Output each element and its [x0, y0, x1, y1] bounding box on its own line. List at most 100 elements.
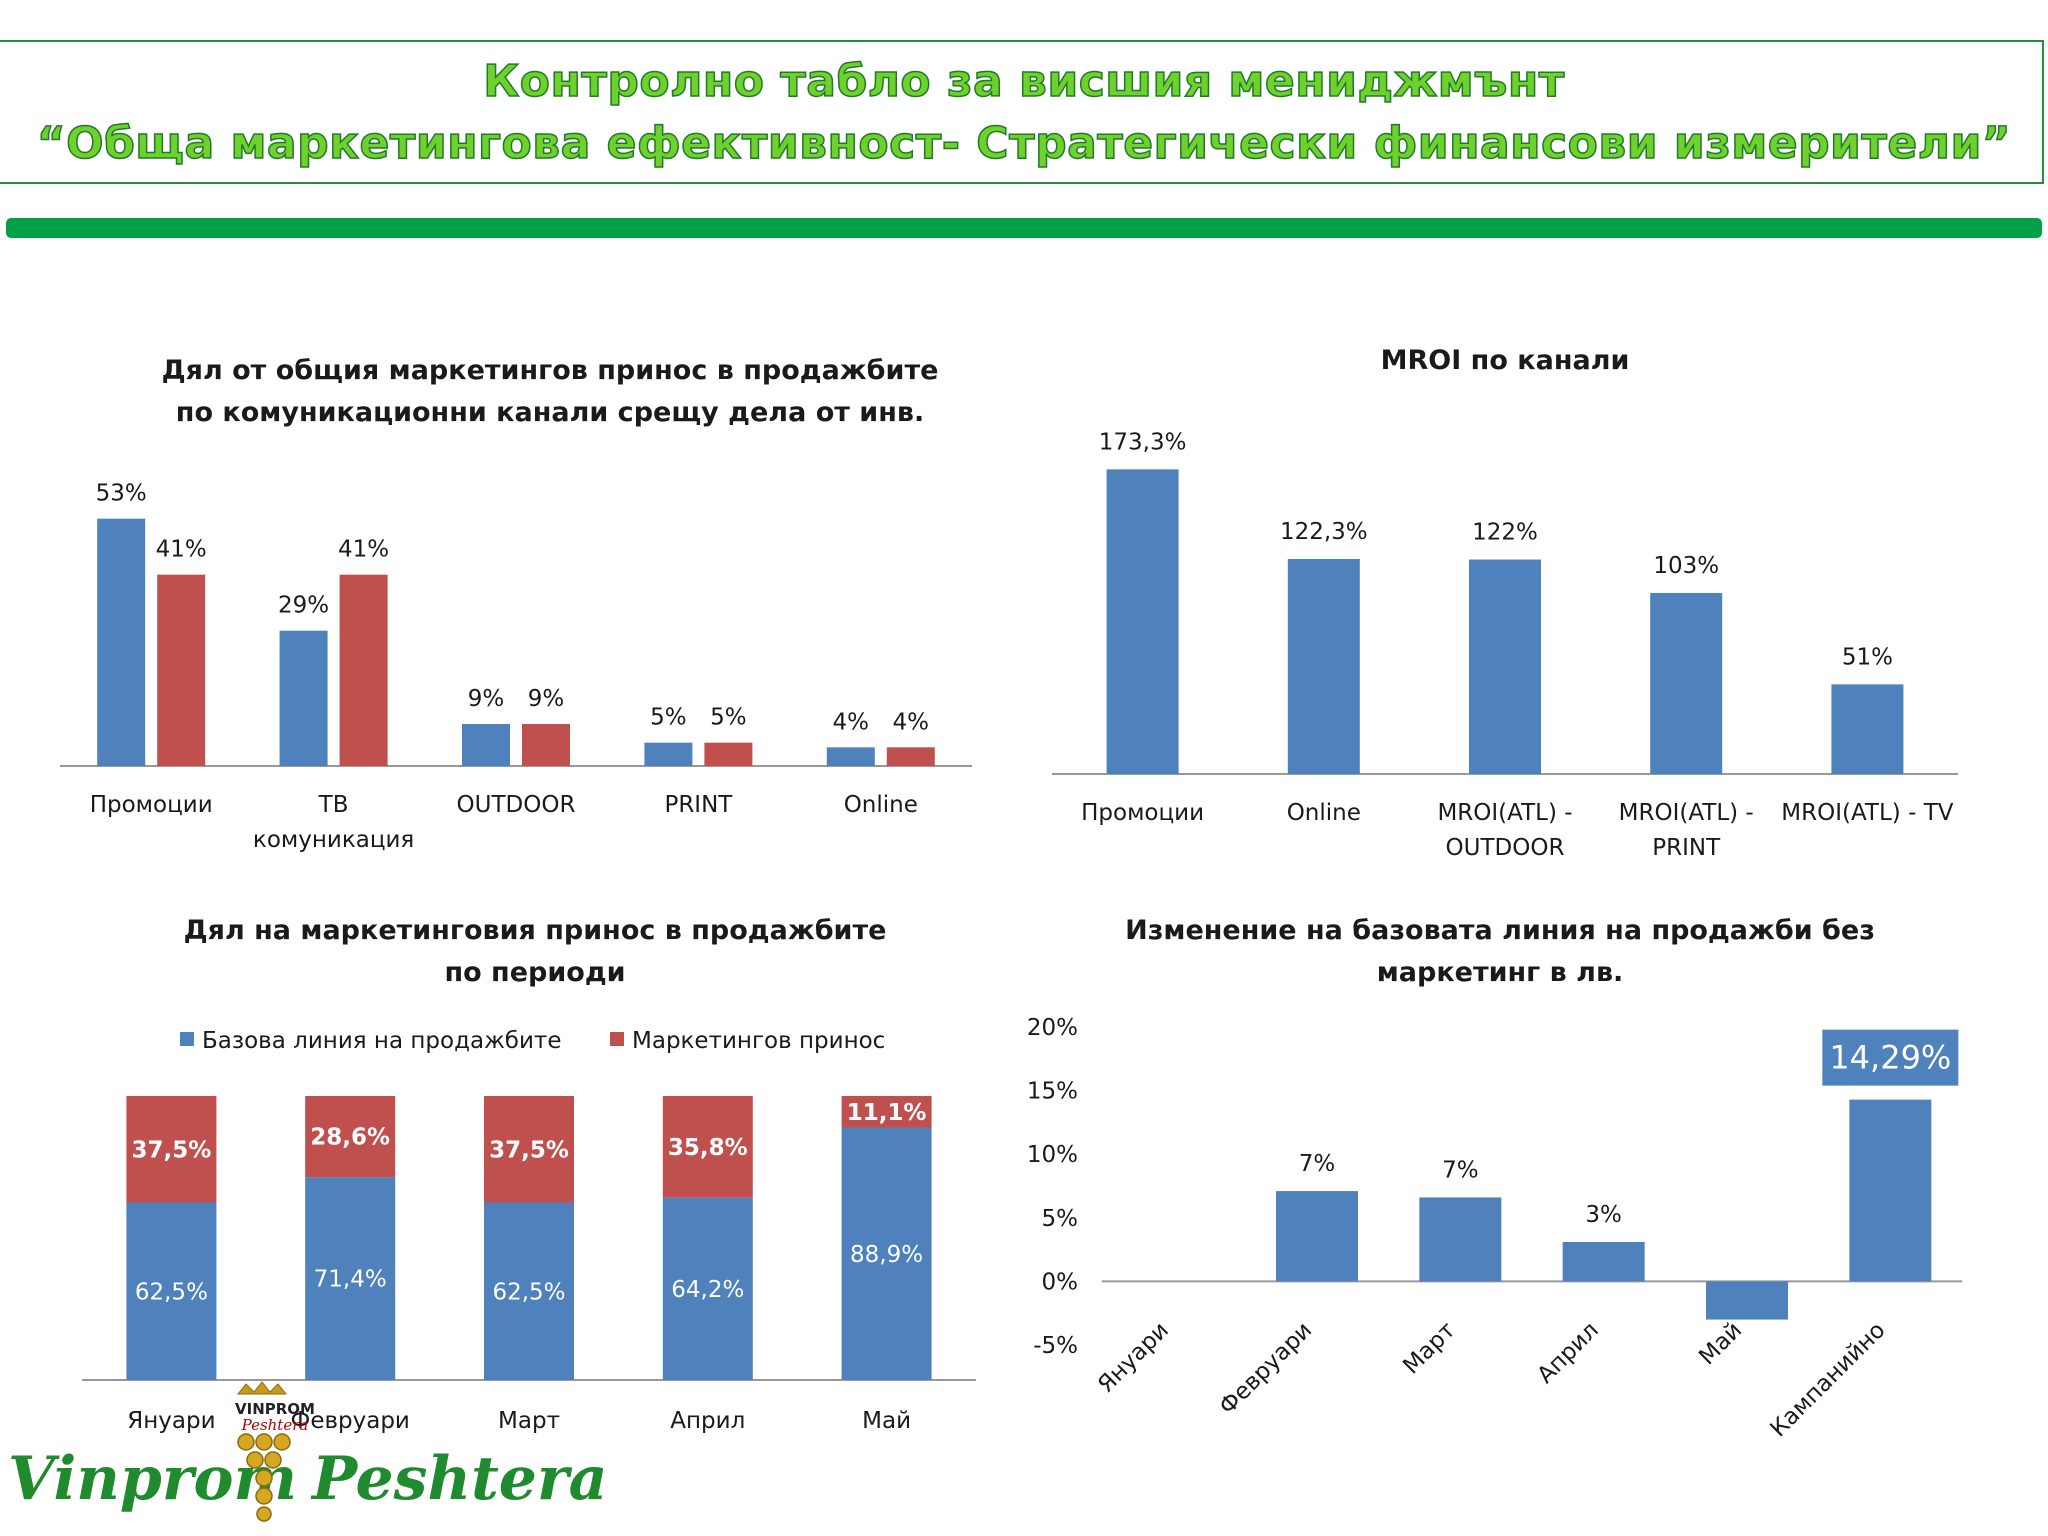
chart4-data-label: 3%	[1585, 1202, 1622, 1228]
chart4-data-label: 7%	[1442, 1157, 1479, 1183]
chart4-bar	[1562, 1241, 1645, 1282]
header-box	[0, 40, 2044, 184]
chart3-bar-segment	[126, 1202, 217, 1380]
chart1-x-tick-label: Промоции	[90, 792, 213, 818]
chart4-bar	[1706, 1281, 1788, 1320]
chart3-data-label: 62,5%	[492, 1279, 565, 1305]
chart4-x-tick-label: Февруари	[1214, 1317, 1317, 1420]
chart1-bar	[157, 574, 206, 766]
chart2-x-tick-label: Online	[1287, 800, 1361, 826]
dashboard-subtitle: “Обща маркетингова ефективност- Стратеги…	[36, 117, 2012, 170]
chart1-data-label: 9%	[528, 686, 565, 712]
chart3-legend-label: Базова линия на продажбите	[202, 1028, 561, 1054]
chart3-title-line2: по периоди	[444, 957, 626, 988]
chart2-x-tick-label: MROI(ATL) - TV	[1781, 800, 1953, 826]
grape-emblem-icon	[236, 1381, 291, 1522]
chart2-bar	[1469, 559, 1541, 774]
chart1-data-label: 5%	[710, 705, 747, 731]
chart3-title-line1: Дял на маркетинговия принос в продажбите	[183, 915, 887, 946]
chart4-y-tick-label: -5%	[1033, 1333, 1078, 1359]
chart3-data-label: 35,8%	[668, 1135, 748, 1161]
chart4-title-line2: маркетинг в лв.	[1376, 957, 1624, 988]
dashboard-title: Контролно табло за висшия мениджмънт	[483, 55, 1565, 108]
chart4-y-tick-label: 0%	[1042, 1269, 1079, 1295]
chart3-x-tick-label: Март	[498, 1408, 560, 1434]
chart2-data-label: 103%	[1653, 553, 1719, 579]
chart3-bar-segment	[662, 1197, 753, 1380]
chart4-y-tick-label: 5%	[1042, 1206, 1079, 1232]
chart3-x-tick-label: Януари	[127, 1408, 215, 1434]
company-logo: Vinprom Peshtera VINPROM Peshtera	[0, 1381, 607, 1536]
chart3-data-label: 28,6%	[310, 1125, 390, 1151]
chart4-x-tick-label: Януари	[1093, 1317, 1174, 1398]
chart1-bar	[886, 747, 935, 766]
chart2-title-line1: MROI по канали	[1380, 345, 1630, 376]
chart4-bar	[1849, 1099, 1932, 1282]
chart3-legend-swatch	[180, 1032, 194, 1046]
chart2-data-label: 51%	[1842, 644, 1893, 670]
chart2-bar	[1831, 684, 1904, 774]
chart1-bar	[462, 724, 510, 766]
chart4-bar	[1419, 1197, 1502, 1282]
chart1-bar	[644, 742, 693, 766]
chart3-data-label: 62,5%	[135, 1279, 208, 1305]
chart1-data-label: 53%	[96, 481, 147, 507]
chart2-bar	[1650, 592, 1723, 774]
chart1-x-tick-label: ТВ	[318, 792, 349, 818]
chart1-data-label: 41%	[338, 537, 389, 563]
chart1-bar	[339, 574, 388, 766]
chart3-bar-segment	[841, 1127, 932, 1380]
chart3-legend-label: Маркетингов принос	[632, 1028, 885, 1054]
chart3-bar-segment	[305, 1177, 396, 1380]
chart1-title-line1: Дял от общия маркетингов принос в продаж…	[161, 355, 939, 386]
chart3-data-label: 37,5%	[489, 1137, 569, 1163]
chart1-title: Дял от общия маркетингов принос в продаж…	[90, 350, 1010, 434]
chart2-data-label: 173,3%	[1099, 429, 1187, 455]
chart4-x-tick-label: Май	[1694, 1317, 1747, 1370]
chart4-y-tick-label: 10%	[1027, 1142, 1078, 1168]
chart4-x-tick-label: Април	[1532, 1317, 1603, 1388]
chart3-x-tick-label: Май	[862, 1408, 911, 1434]
chart1-data-label: 4%	[833, 709, 870, 735]
chart2-x-tick-label: PRINT	[1652, 835, 1721, 861]
header-divider-bar	[6, 218, 2042, 238]
chart2-x-tick-label: MROI(ATL) -	[1619, 800, 1754, 826]
chart1-x-tick-label: PRINT	[664, 792, 733, 818]
chart3-bar-segment	[484, 1202, 574, 1380]
chart4-bar	[1276, 1191, 1358, 1282]
chart4-title: Изменение на базовата линия на продажби …	[1050, 910, 1950, 994]
chart1-x-tick-label: Online	[844, 792, 918, 818]
chart4-x-tick-label: Кампанийно	[1765, 1317, 1890, 1442]
chart2-x-tick-label: OUTDOOR	[1446, 835, 1565, 861]
chart1-data-label: 9%	[468, 686, 505, 712]
chart3-bar-segment	[484, 1096, 574, 1203]
logo-small-text: VINPROM	[235, 1400, 315, 1418]
chart3-bar-segment	[841, 1096, 932, 1128]
chart3-data-label: 64,2%	[671, 1277, 744, 1303]
chart4-title-line1: Изменение на базовата линия на продажби …	[1125, 915, 1875, 946]
chart1-data-label: 41%	[156, 537, 207, 563]
chart1-x-tick-label: комуникация	[253, 827, 414, 853]
chart4-highlight-label-box	[1822, 1029, 1959, 1086]
chart3-legend-swatch	[610, 1032, 624, 1046]
chart1-bar	[97, 518, 146, 766]
chart3-title: Дял на маркетинговия принос в продажбите…	[90, 910, 980, 994]
chart3-data-label: 11,1%	[847, 1100, 927, 1126]
chart3-data-label: 88,9%	[850, 1242, 923, 1268]
chart1-bar	[826, 747, 875, 766]
chart2-data-label: 122%	[1472, 520, 1538, 546]
chart2-x-tick-label: Промоции	[1081, 800, 1204, 826]
chart3-bar-segment	[305, 1096, 396, 1178]
chart4-y-tick-label: 15%	[1027, 1079, 1078, 1105]
chart2-data-label: 122,3%	[1280, 519, 1368, 545]
chart1-data-label: 5%	[650, 705, 687, 731]
chart4-data-label: 14,29%	[1829, 1039, 1951, 1077]
chart1-bar	[704, 742, 753, 766]
chart3-bar-segment	[126, 1096, 217, 1203]
chart2-bar	[1287, 559, 1360, 774]
chart1-data-label: 29%	[278, 593, 329, 619]
logo-right-word: Peshtera	[312, 1444, 608, 1514]
chart2-title: MROI по канали	[1050, 340, 1960, 382]
chart3-bar-segment	[662, 1096, 753, 1198]
